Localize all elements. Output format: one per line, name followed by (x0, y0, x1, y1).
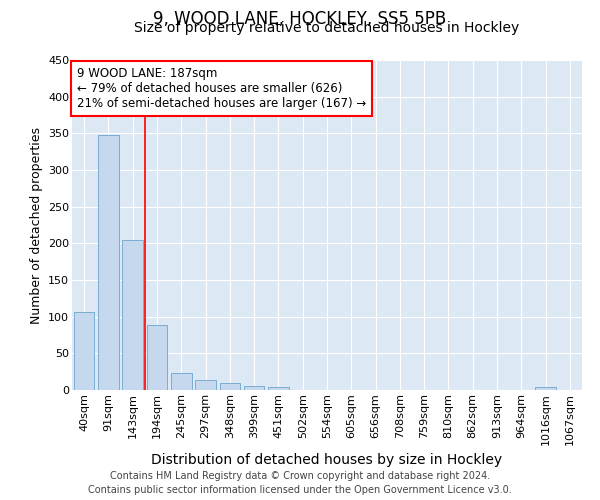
Bar (171, 373, 191, 390)
Bar (244, 386, 265, 390)
Bar (146, 326, 167, 390)
Bar (220, 384, 240, 390)
Bar (195, 380, 216, 390)
Bar (268, 387, 289, 390)
Y-axis label: Number of detached properties: Number of detached properties (29, 126, 43, 324)
Text: 9, WOOD LANE, HOCKLEY, SS5 5PB: 9, WOOD LANE, HOCKLEY, SS5 5PB (154, 10, 446, 28)
Title: Size of property relative to detached houses in Hockley: Size of property relative to detached ho… (134, 21, 520, 35)
Bar (74, 312, 94, 390)
Text: 9 WOOD LANE: 187sqm
← 79% of detached houses are smaller (626)
21% of semi-detac: 9 WOOD LANE: 187sqm ← 79% of detached ho… (77, 66, 367, 110)
X-axis label: Distribution of detached houses by size in Hockley: Distribution of detached houses by size … (151, 453, 503, 467)
Bar (535, 387, 556, 390)
Bar (98, 135, 119, 390)
Bar (122, 240, 143, 390)
Text: Contains HM Land Registry data © Crown copyright and database right 2024.
Contai: Contains HM Land Registry data © Crown c… (88, 471, 512, 495)
